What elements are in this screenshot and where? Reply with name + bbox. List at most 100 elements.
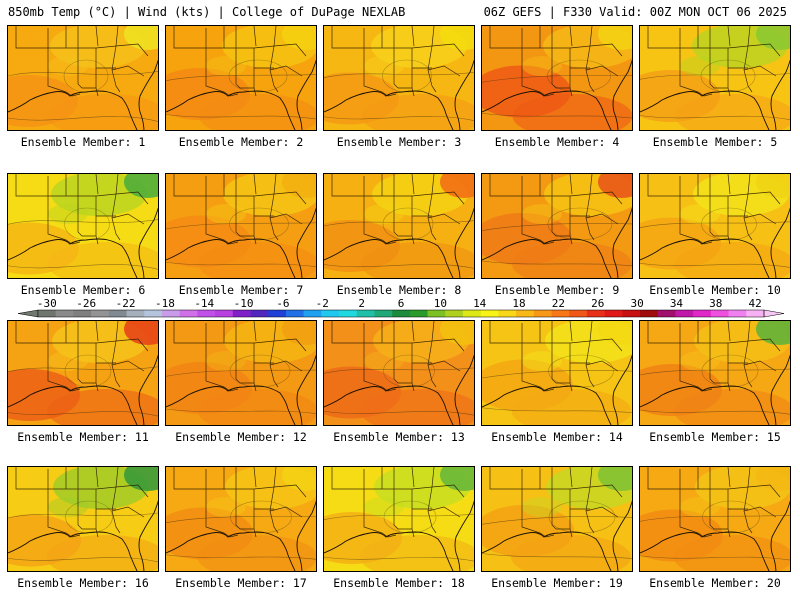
member-caption: Ensemble Member: 20: [649, 576, 781, 590]
colorbar-segment: [73, 310, 92, 317]
member-caption: Ensemble Member: 7: [178, 283, 304, 297]
map-canvas: [8, 467, 158, 571]
colorbar-tick-label: -14: [194, 298, 214, 310]
ensemble-member-panel: Ensemble Member: 13: [323, 320, 475, 446]
colorbar-segment: [551, 310, 570, 317]
colorbar-tick-label: -22: [116, 298, 136, 310]
colorbar-tick-label: -18: [155, 298, 175, 310]
member-caption: Ensemble Member: 3: [336, 135, 462, 149]
colorbar-outline: [37, 309, 765, 318]
colorbar-segment: [339, 310, 358, 317]
colorbar-segment: [569, 310, 588, 317]
map-canvas: [640, 174, 790, 278]
map-canvas: [482, 467, 632, 571]
colorbar-segment: [657, 310, 676, 317]
colorbar-segment: [728, 310, 747, 317]
colorbar-tick-label: -26: [76, 298, 96, 310]
temperature-map: [7, 173, 159, 279]
temperature-map: [323, 25, 475, 131]
colorbar-segment: [356, 310, 375, 317]
temperature-map: [481, 466, 633, 572]
member-caption: Ensemble Member: 6: [20, 283, 146, 297]
colorbar-segment: [498, 310, 517, 317]
ensemble-member-panel: Ensemble Member: 19: [481, 466, 633, 592]
temperature-map: [7, 466, 159, 572]
ensemble-member-panel: Ensemble Member: 9: [481, 173, 633, 299]
colorbar-min-arrow: [17, 309, 39, 318]
map-canvas: [640, 321, 790, 425]
map-canvas: [8, 174, 158, 278]
colorbar-segment: [55, 310, 74, 317]
ensemble-member-panel: Ensemble Member: 8: [323, 173, 475, 299]
ensemble-member-panel: Ensemble Member: 7: [165, 173, 317, 299]
temperature-map: [481, 173, 633, 279]
map-canvas: [324, 26, 474, 130]
map-canvas: [482, 26, 632, 130]
colorbar-tick-label: 34: [670, 298, 684, 310]
member-caption: Ensemble Member: 1: [20, 135, 146, 149]
temperature-map: [7, 320, 159, 426]
ensemble-member-panel: Ensemble Member: 12: [165, 320, 317, 446]
ensemble-member-panel: Ensemble Member: 15: [639, 320, 791, 446]
colorbar-tick-label: 14: [473, 298, 487, 310]
member-caption: Ensemble Member: 13: [333, 430, 465, 444]
member-caption: Ensemble Member: 18: [333, 576, 465, 590]
temperature-map: [7, 25, 159, 131]
map-canvas: [166, 467, 316, 571]
temperature-map: [639, 25, 791, 131]
map-title: 850mb Temp (°C) | Wind (kts) | College o…: [8, 5, 406, 19]
colorbar-tick-label: -2: [316, 298, 329, 310]
colorbar-tick-label: 38: [709, 298, 722, 310]
temperature-map: [165, 466, 317, 572]
map-canvas: [166, 174, 316, 278]
temperature-map: [639, 173, 791, 279]
map-canvas: [482, 174, 632, 278]
colorbar-segment: [746, 310, 765, 317]
map-canvas: [324, 321, 474, 425]
member-caption: Ensemble Member: 16: [17, 576, 149, 590]
colorbar-segment: [232, 310, 251, 317]
colorbar-segment: [392, 310, 411, 317]
colorbar-tick-label: 30: [630, 298, 643, 310]
colorbar-segment: [586, 310, 606, 317]
member-caption: Ensemble Member: 2: [178, 135, 304, 149]
colorbar-segment: [91, 310, 110, 317]
ensemble-member-panel: Ensemble Member: 16: [7, 466, 159, 592]
temperature-colorbar: -30 -26 -22 -18 -14 -10 -6 -2 2 6 10 14 18 22 26 30 34 38…: [16, 298, 786, 320]
member-caption: Ensemble Member: 5: [652, 135, 778, 149]
map-canvas: [8, 321, 158, 425]
map-canvas: [166, 321, 316, 425]
colorbar-tick-label: -10: [234, 298, 254, 310]
colorbar-segment: [108, 310, 127, 317]
ensemble-member-panel: Ensemble Member: 10: [639, 173, 791, 299]
member-caption: Ensemble Member: 11: [17, 430, 149, 444]
temperature-map: [165, 320, 317, 426]
ensemble-member-panel: Ensemble Member: 17: [165, 466, 317, 592]
colorbar-segment: [215, 310, 234, 317]
colorbar-segment: [303, 310, 322, 317]
colorbar-segment: [516, 310, 535, 317]
colorbar-segment: [285, 310, 305, 317]
colorbar-segment: [374, 310, 393, 317]
member-caption: Ensemble Member: 15: [649, 430, 781, 444]
ensemble-member-panel: Ensemble Member: 20: [639, 466, 791, 592]
ensemble-member-panel: Ensemble Member: 5: [639, 25, 791, 151]
colorbar-tick-label: -6: [276, 298, 289, 310]
colorbar-tick-label: 26: [591, 298, 604, 310]
colorbar-segment: [710, 310, 729, 317]
temperature-map: [323, 173, 475, 279]
colorbar-segment: [462, 310, 482, 317]
temperature-map: [165, 25, 317, 131]
colorbar-segment: [321, 310, 340, 317]
colorbar-segment: [144, 310, 163, 317]
ensemble-member-panel: Ensemble Member: 3: [323, 25, 475, 151]
colorbar-segment: [693, 310, 712, 317]
temperature-map: [481, 25, 633, 131]
colorbar-segment: [604, 310, 623, 317]
colorbar-segment: [640, 310, 659, 317]
colorbar-segment: [268, 310, 287, 317]
temperature-map: [481, 320, 633, 426]
colorbar-tick-label: 6: [398, 298, 405, 310]
colorbar-segment: [179, 310, 198, 317]
ensemble-member-panel: Ensemble Member: 11: [7, 320, 159, 446]
